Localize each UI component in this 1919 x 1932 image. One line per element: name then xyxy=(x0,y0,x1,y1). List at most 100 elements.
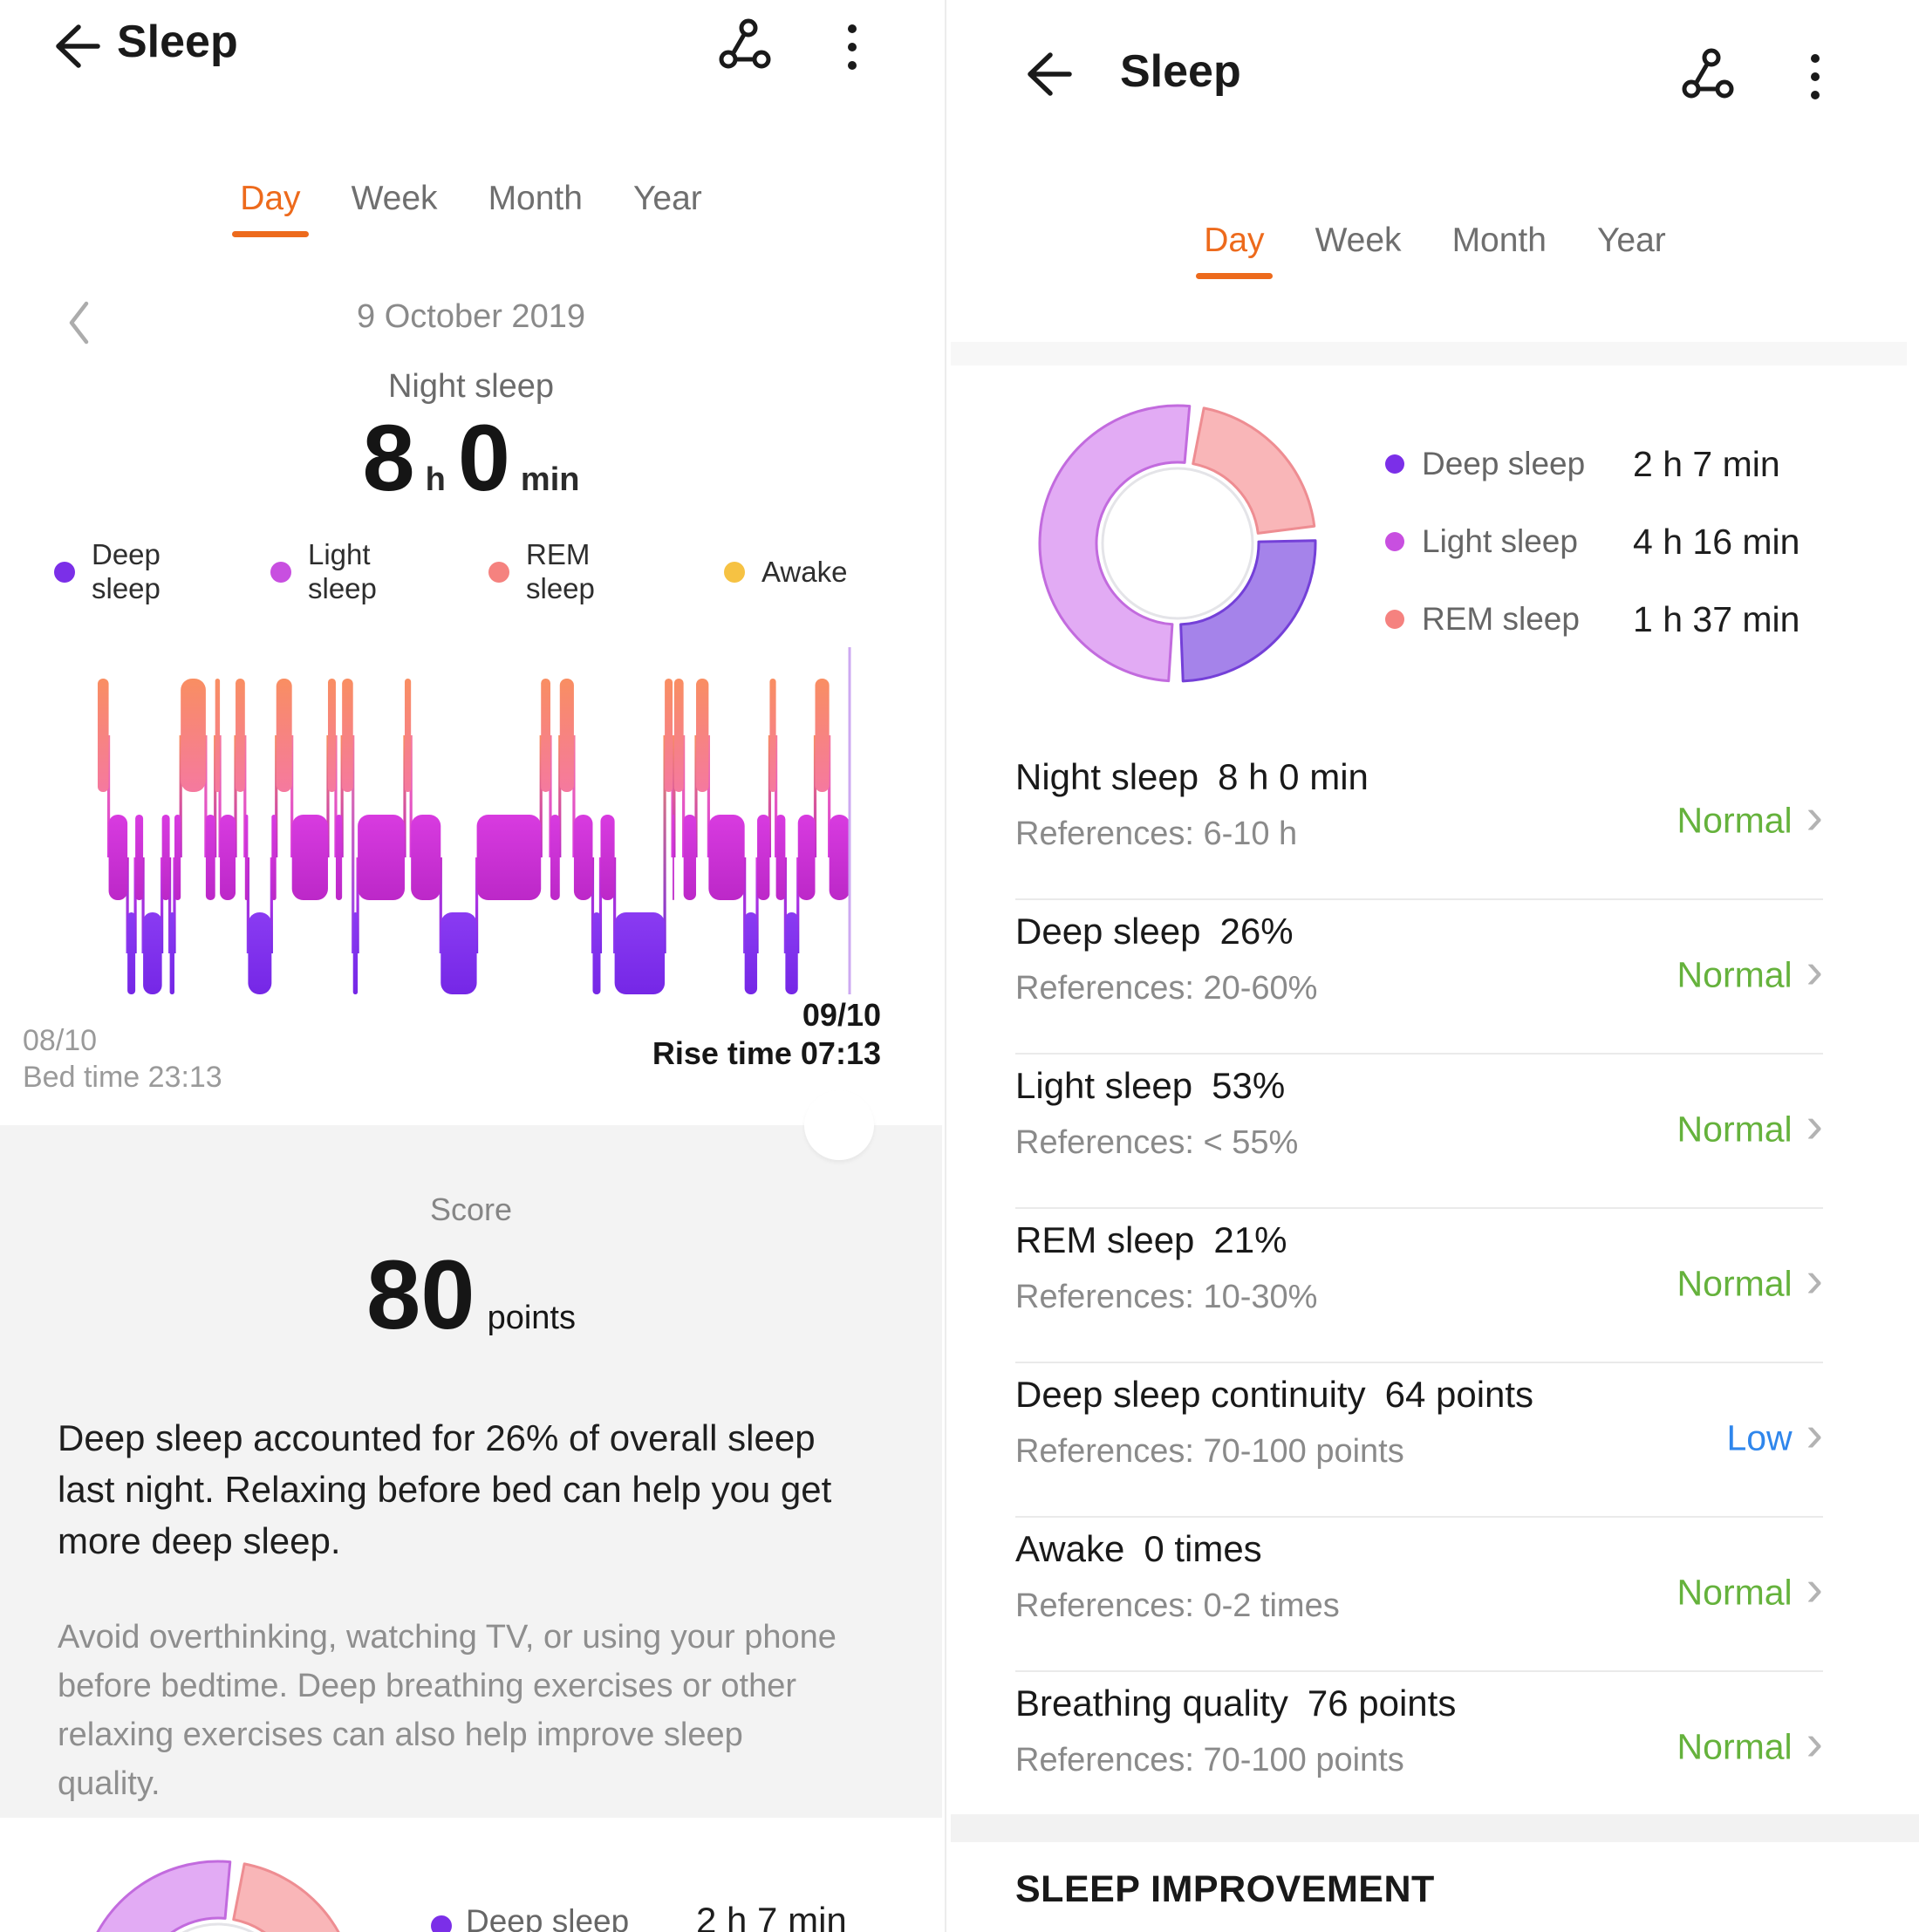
sleep-composition-donut xyxy=(1038,404,1317,683)
metric-reference: References: 20-60% xyxy=(1015,970,1318,1007)
status-badge: Normal xyxy=(1677,954,1793,995)
metric-row[interactable]: Light sleep 53% References: < 55% Normal … xyxy=(1015,1055,1823,1209)
legend-dot xyxy=(270,562,291,583)
period-tabs: Day Week Month Year xyxy=(0,180,942,218)
sleep-duration: 8 h 0 min xyxy=(0,403,942,512)
tab-day[interactable]: Day xyxy=(1204,222,1265,259)
legend-label: Deep sleep xyxy=(1422,446,1586,481)
metric-reference: References: 6-10 h xyxy=(1015,816,1298,852)
legend-label: REM sleep xyxy=(1422,601,1580,637)
legend-item: REM sleep 1 h 37 min xyxy=(1385,598,1799,640)
status-badge: Low xyxy=(1726,1417,1793,1458)
share-icon[interactable] xyxy=(714,16,775,77)
minutes-value: 0 xyxy=(457,405,512,510)
chevron-right-icon: › xyxy=(1806,1251,1823,1308)
legend-dot xyxy=(724,562,745,583)
sheet-drag-handle[interactable] xyxy=(804,1090,874,1160)
hours-value: 8 xyxy=(362,405,417,510)
metric-row[interactable]: Breathing quality 76 points References: 7… xyxy=(1015,1672,1823,1825)
page-title: Sleep xyxy=(117,17,238,67)
metric-row[interactable]: Deep sleep 26% References: 20-60% Normal … xyxy=(1015,900,1823,1055)
date-label: 9 October 2019 xyxy=(357,298,585,335)
legend-item: Awake xyxy=(724,527,847,618)
status-badge: Normal xyxy=(1677,1263,1793,1304)
chevron-right-icon: › xyxy=(1806,942,1823,1000)
chevron-right-icon: › xyxy=(1806,1560,1823,1617)
tab-week[interactable]: Week xyxy=(351,180,438,217)
legend-label: Light sleep xyxy=(308,538,377,604)
status-badge: Normal xyxy=(1677,1726,1793,1767)
metric-row[interactable]: Deep sleep continuity 64 points Reference… xyxy=(1015,1363,1823,1518)
metric-title: Breathing quality 76 points xyxy=(1015,1683,1457,1724)
left-sleep-screen: Sleep Day Week Month Year 9 October 2019 Ni… xyxy=(0,0,942,1932)
advice-secondary: Avoid overthinking, watching TV, or usin… xyxy=(58,1619,837,1802)
tab-month[interactable]: Month xyxy=(1451,222,1547,259)
metric-title: REM sleep 21% xyxy=(1015,1219,1287,1260)
right-sleep-screen: Sleep Day Week Month Year Deep sleep 2 h 7 … xyxy=(951,0,1919,1932)
tab-month[interactable]: Month xyxy=(488,180,583,217)
stage-legend: Deep sleep Light sleep REM sleep Awake xyxy=(0,527,942,618)
legend-value: 1 h 37 min xyxy=(1633,598,1800,639)
score-sheet xyxy=(0,1125,942,1818)
score-label: Score xyxy=(429,1191,513,1227)
legend-label: Light sleep xyxy=(1422,523,1578,559)
chevron-right-icon: › xyxy=(1806,1096,1823,1154)
metric-reference: References: 0-2 times xyxy=(1015,1587,1340,1624)
back-icon[interactable] xyxy=(51,21,103,72)
metric-title: Awake 0 times xyxy=(1015,1528,1262,1569)
status-badge: Normal xyxy=(1677,800,1793,841)
status-badge: Normal xyxy=(1677,1572,1793,1613)
metric-row[interactable]: Awake 0 times References: 0-2 times Norma… xyxy=(1015,1518,1823,1672)
page-title: Sleep xyxy=(1120,46,1241,97)
minutes-unit: min xyxy=(520,461,580,498)
tab-day[interactable]: Day xyxy=(240,180,301,217)
tab-year[interactable]: Year xyxy=(632,180,702,217)
metric-title: Light sleep 53% xyxy=(1015,1065,1286,1106)
previous-day-icon[interactable] xyxy=(65,298,92,347)
bottom-legend-value: 2 h 7 min xyxy=(696,1900,847,1932)
deep-sleep-dot xyxy=(431,1915,452,1932)
period-tabs: Day Week Month Year xyxy=(951,222,1919,260)
rise-time-label: 09/10 Rise time 07:13 xyxy=(652,997,881,1071)
legend-dot xyxy=(488,562,509,583)
legend-dot xyxy=(1385,532,1404,551)
legend-label: REM sleep xyxy=(526,538,595,604)
advice-primary: Deep sleep accounted for 26% of overall … xyxy=(58,1417,832,1561)
legend-value: 4 h 16 min xyxy=(1633,521,1800,562)
legend-dot xyxy=(54,562,75,583)
more-menu-icon[interactable] xyxy=(1802,47,1828,106)
legend-item: Light sleep xyxy=(270,527,377,618)
legend-item: REM sleep xyxy=(488,527,595,618)
legend-dot xyxy=(1385,610,1404,629)
back-icon[interactable] xyxy=(1022,49,1075,99)
legend-label: Deep sleep xyxy=(92,538,160,604)
metric-reference: References: 10-30% xyxy=(1015,1279,1318,1315)
bed-time-label: 08/10 Bed time 23:13 xyxy=(23,1024,222,1094)
share-icon[interactable] xyxy=(1677,45,1738,106)
metric-reference: References: < 55% xyxy=(1015,1124,1299,1161)
section-divider-strip xyxy=(951,342,1907,365)
metric-row[interactable]: Night sleep 8 h 0 min References: 6-10 h … xyxy=(1015,746,1823,900)
more-menu-icon[interactable] xyxy=(839,17,865,77)
metric-reference: References: 70-100 points xyxy=(1015,1433,1404,1470)
tab-week[interactable]: Week xyxy=(1315,222,1402,259)
section-title: SLEEP IMPROVEMENT xyxy=(1015,1868,1435,1910)
list-footer-band xyxy=(951,1814,1919,1842)
score-value-row: 80 points xyxy=(0,1239,942,1351)
bottom-legend-label: Deep sleep xyxy=(466,1903,630,1932)
legend-item: Light sleep 4 h 16 min xyxy=(1385,521,1799,563)
metric-title: Deep sleep 26% xyxy=(1015,911,1294,952)
score-value: 80 xyxy=(366,1240,475,1349)
legend-item: Deep sleep xyxy=(54,527,160,618)
tab-year[interactable]: Year xyxy=(1596,222,1666,259)
legend-dot xyxy=(1385,454,1404,474)
status-badge: Normal xyxy=(1677,1109,1793,1150)
metric-row[interactable]: REM sleep 21% References: 10-30% Normal › xyxy=(1015,1209,1823,1363)
chevron-right-icon: › xyxy=(1806,788,1823,845)
chevron-right-icon: › xyxy=(1806,1714,1823,1772)
screens-divider xyxy=(945,0,946,1932)
chevron-right-icon: › xyxy=(1806,1405,1823,1463)
sleep-hypnogram-chart[interactable] xyxy=(94,647,855,998)
metric-reference: References: 70-100 points xyxy=(1015,1742,1404,1778)
